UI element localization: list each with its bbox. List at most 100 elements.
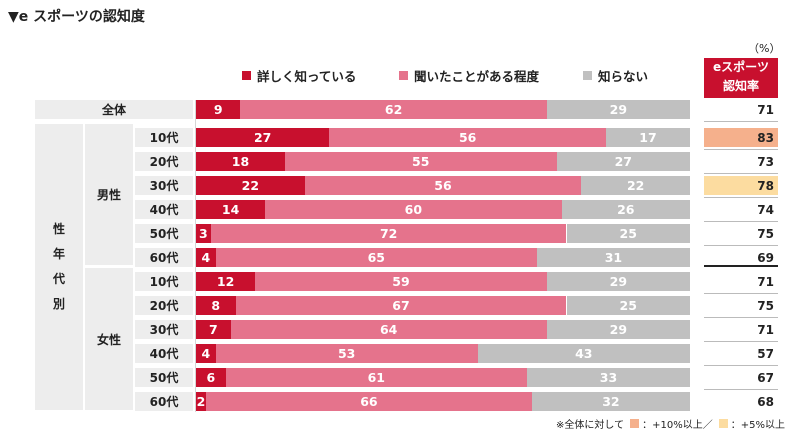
bar-segment-detailed: 22 bbox=[196, 176, 305, 195]
bar-segment-detailed: 18 bbox=[196, 152, 285, 171]
footnote-swatch-10 bbox=[630, 419, 640, 428]
bar-segment-heard: 66 bbox=[205, 392, 532, 411]
footnote-high5: ：+5%以上 bbox=[730, 420, 785, 431]
rate-row-divider bbox=[704, 149, 778, 150]
rate-row-divider bbox=[704, 121, 778, 122]
demographic-label: 性 年 代 別 bbox=[35, 124, 83, 410]
legend-swatch-heard bbox=[399, 71, 408, 80]
bar-segment-unknown: 32 bbox=[531, 392, 690, 411]
footnote-prefix: ※全体に対して bbox=[556, 420, 625, 431]
bar-segment-heard: 60 bbox=[265, 200, 562, 219]
bar-segment-unknown: 25 bbox=[566, 296, 690, 315]
rate-row-divider bbox=[704, 245, 778, 246]
bar-segment-heard: 67 bbox=[235, 296, 567, 315]
row-label-age: 50代 bbox=[135, 224, 193, 243]
bar-segment-unknown: 29 bbox=[546, 100, 690, 119]
bar-segment-heard: 55 bbox=[284, 152, 557, 171]
awareness-rate-value: 71 bbox=[757, 274, 774, 289]
legend-swatch-detailed bbox=[242, 71, 251, 80]
bar-segment-detailed: 12 bbox=[196, 272, 256, 291]
rate-row-divider bbox=[704, 173, 778, 174]
legend-item-heard: 聞いたことがある程度 bbox=[399, 66, 539, 85]
bar-segment-detailed: 6 bbox=[196, 368, 226, 387]
awareness-rate-value: 83 bbox=[704, 128, 778, 147]
row-label-age: 40代 bbox=[135, 344, 193, 363]
row-label-age: 20代 bbox=[135, 296, 193, 315]
bar-segment-detailed: 4 bbox=[196, 248, 216, 267]
row-label-age: 10代 bbox=[135, 128, 193, 147]
row-label-age: 50代 bbox=[135, 368, 193, 387]
row-label-age: 40代 bbox=[135, 200, 193, 219]
footnote-swatch-5 bbox=[718, 419, 728, 428]
bar-segment-heard: 56 bbox=[304, 176, 582, 195]
bar-segment-unknown: 17 bbox=[606, 128, 690, 147]
legend-swatch-unknown bbox=[583, 71, 592, 80]
awareness-rate-value: 74 bbox=[757, 202, 774, 217]
legend-item-unknown: 知らない bbox=[583, 66, 648, 85]
row-label-age: 20代 bbox=[135, 152, 193, 171]
chart-title: ▼e スポーツの認知度 bbox=[8, 9, 145, 25]
rate-header-line1: eスポーツ bbox=[713, 60, 769, 74]
bar-segment-heard: 61 bbox=[225, 368, 527, 387]
bar-segment-unknown: 27 bbox=[556, 152, 690, 171]
bar-segment-unknown: 22 bbox=[581, 176, 690, 195]
demographic-char-3: 代 bbox=[52, 272, 65, 286]
legend-item-detailed: 詳しく知っている bbox=[242, 66, 356, 85]
bar-segment-heard: 56 bbox=[329, 128, 606, 147]
awareness-rate-value: 69 bbox=[757, 250, 774, 265]
footnote-high10: ：+10%以上／ bbox=[642, 420, 713, 431]
awareness-rate-value: 68 bbox=[757, 394, 774, 409]
bar-segment-unknown: 29 bbox=[546, 272, 690, 291]
bar-segment-detailed: 14 bbox=[196, 200, 266, 219]
bar-segment-unknown: 31 bbox=[536, 248, 690, 267]
bar-segment-heard: 59 bbox=[255, 272, 547, 291]
rate-row-divider bbox=[704, 197, 778, 198]
legend-label-heard: 聞いたことがある程度 bbox=[414, 69, 540, 84]
awareness-rate-value: 57 bbox=[757, 346, 774, 361]
group-separator-line bbox=[704, 265, 778, 267]
bar-segment-detailed: 3 bbox=[196, 224, 211, 243]
bar-segment-unknown: 25 bbox=[566, 224, 690, 243]
bar-segment-detailed: 9 bbox=[196, 100, 241, 119]
rate-row-divider bbox=[704, 293, 778, 294]
awareness-rate-value: 73 bbox=[757, 154, 774, 169]
bar-segment-heard: 72 bbox=[210, 224, 567, 243]
gender-label-male: 男性 bbox=[85, 124, 133, 265]
rate-row-divider bbox=[704, 221, 778, 222]
bar-segment-unknown: 29 bbox=[546, 320, 690, 339]
awareness-rate-header: eスポーツ 認知率 bbox=[704, 58, 778, 98]
row-label-age: 60代 bbox=[135, 248, 193, 267]
demographic-char-2: 年 bbox=[52, 247, 65, 261]
row-label-age: 30代 bbox=[135, 176, 193, 195]
bar-segment-heard: 65 bbox=[215, 248, 537, 267]
bar-segment-detailed: 7 bbox=[196, 320, 231, 339]
bar-segment-heard: 62 bbox=[240, 100, 547, 119]
bar-segment-heard: 64 bbox=[230, 320, 547, 339]
bar-segment-unknown: 33 bbox=[526, 368, 690, 387]
bar-segment-detailed: 2 bbox=[196, 392, 206, 411]
rate-row-divider bbox=[704, 365, 778, 366]
row-label-age: 10代 bbox=[135, 272, 193, 291]
bar-segment-detailed: 27 bbox=[196, 128, 330, 147]
bar-segment-unknown: 26 bbox=[561, 200, 690, 219]
rate-row-divider bbox=[704, 389, 778, 390]
row-label-age: 60代 bbox=[135, 392, 193, 411]
demographic-char-1: 性 bbox=[52, 222, 65, 236]
bar-segment-heard: 53 bbox=[215, 344, 478, 363]
awareness-rate-value: 67 bbox=[757, 370, 774, 385]
footnote: ※全体に対して ：+10%以上／ ：+5%以上 bbox=[556, 416, 785, 431]
bar-segment-detailed: 4 bbox=[196, 344, 216, 363]
awareness-rate-value: 75 bbox=[757, 226, 774, 241]
demographic-char-4: 別 bbox=[52, 297, 65, 311]
rate-row-divider bbox=[704, 341, 778, 342]
row-label-overall: 全体 bbox=[35, 100, 193, 119]
row-label-age: 30代 bbox=[135, 320, 193, 339]
bar-segment-detailed: 8 bbox=[196, 296, 236, 315]
awareness-rate-value: 75 bbox=[757, 298, 774, 313]
awareness-rate-value: 71 bbox=[757, 322, 774, 337]
bar-segment-unknown: 43 bbox=[477, 344, 690, 363]
axis-baseline bbox=[195, 100, 196, 412]
rate-header-line2: 認知率 bbox=[722, 79, 759, 93]
legend-label-unknown: 知らない bbox=[598, 69, 649, 84]
rate-row-divider bbox=[704, 317, 778, 318]
